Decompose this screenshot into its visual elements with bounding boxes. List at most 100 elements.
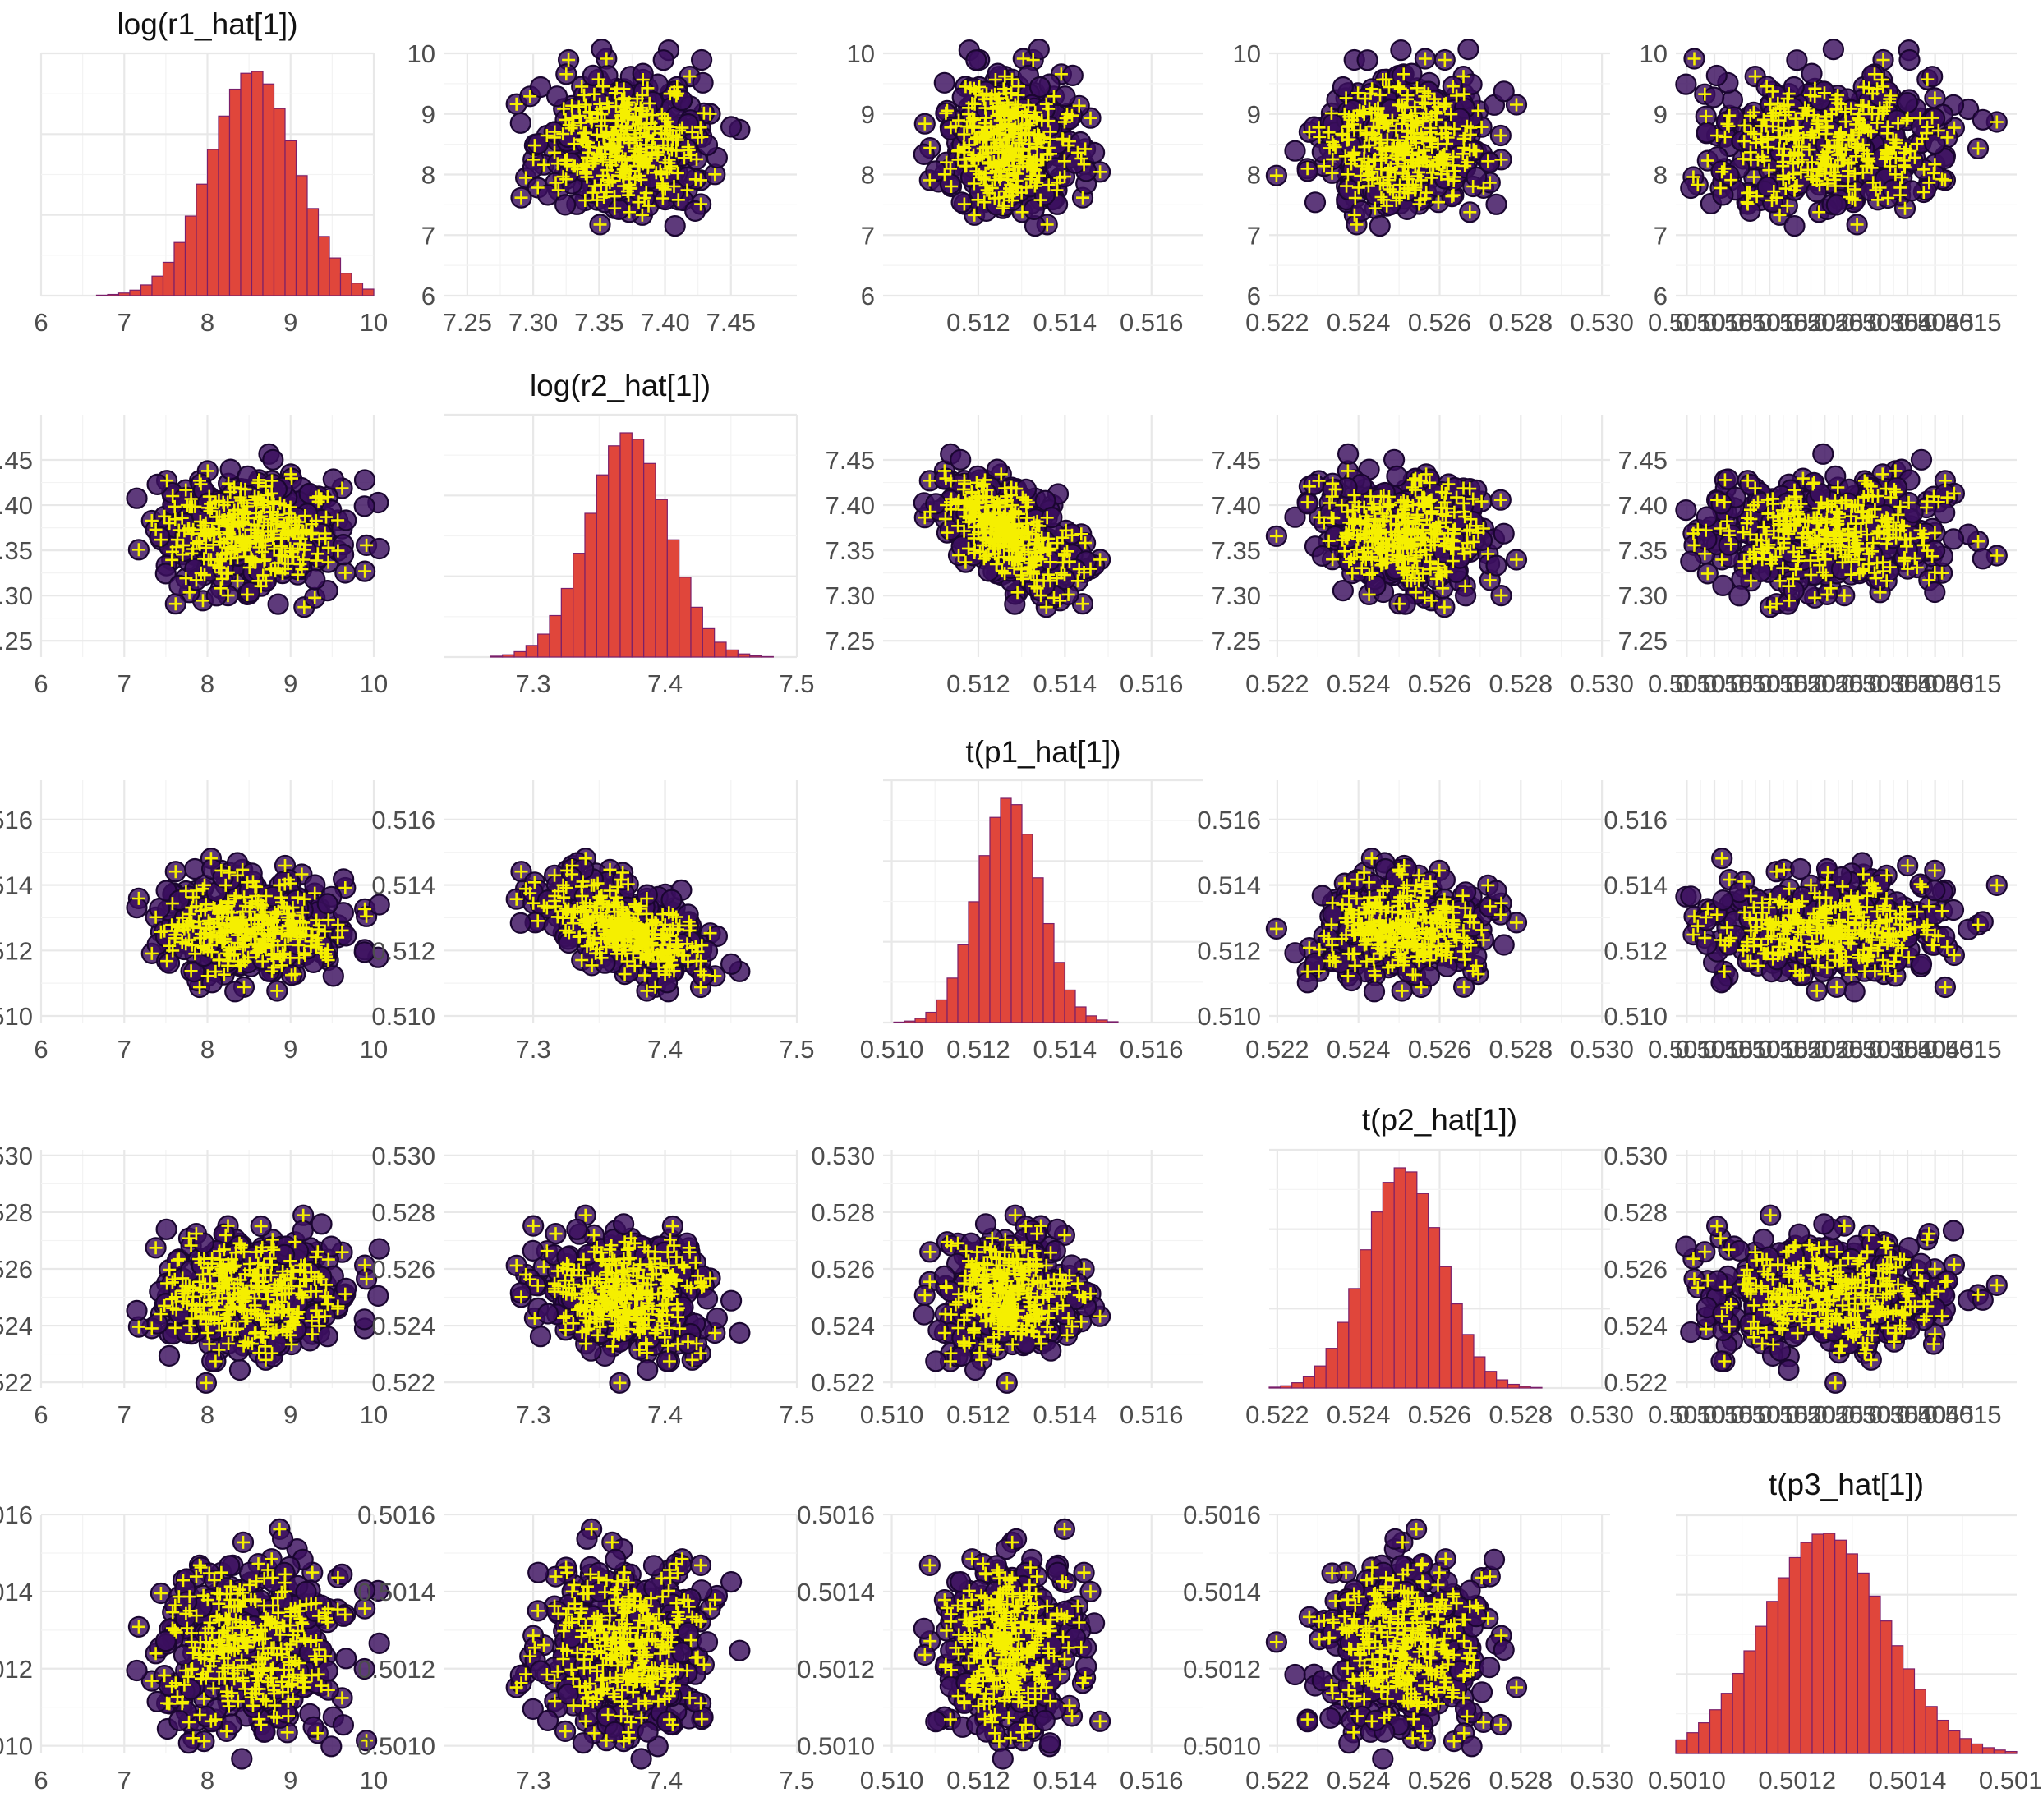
x-tick-label: 7.3 — [516, 669, 551, 698]
scatter-point — [1356, 49, 1378, 71]
scatter-point — [1322, 113, 1344, 136]
scatter-point — [1485, 193, 1507, 215]
scatter-point — [1901, 180, 1923, 202]
scatter-point — [1822, 38, 1844, 61]
scatter-point — [965, 49, 987, 71]
histogram-bar — [162, 261, 175, 296]
histogram-bar — [107, 293, 120, 296]
histogram-bar — [749, 655, 762, 658]
histogram-bar — [702, 627, 716, 658]
x-tick-label: 10 — [360, 308, 388, 337]
histogram-bar — [619, 432, 633, 658]
histogram-bar — [251, 71, 264, 296]
y-tick-label: 7.40 — [0, 491, 33, 520]
scatter-point — [1061, 64, 1084, 87]
y-tick-label: 9 — [1654, 100, 1668, 129]
histogram-bar — [317, 236, 330, 296]
scatter-point — [1493, 80, 1515, 103]
histogram-bar — [502, 654, 515, 658]
scatter-point — [1703, 86, 1725, 108]
histogram-bar — [714, 641, 727, 658]
histogram-bar — [537, 633, 550, 658]
scatter-point — [146, 473, 168, 496]
y-tick-label: 7 — [1247, 221, 1261, 250]
histogram-bar — [596, 474, 610, 658]
histogram-bar — [173, 241, 186, 296]
y-tick-label: 10 — [1640, 39, 1668, 68]
scatter-point — [1028, 76, 1051, 99]
scatter-point — [262, 448, 284, 471]
x-tick-label: 0.516 — [1120, 308, 1184, 337]
x-tick-label: 7.45 — [706, 308, 756, 337]
panel-title-r1: log(r1_hat[1]) — [117, 7, 297, 41]
histogram-bar — [490, 655, 504, 658]
x-tick-label: 7 — [117, 669, 131, 698]
histogram-bar — [608, 445, 621, 658]
scatter-point — [1972, 108, 1994, 131]
scatter-point — [1896, 91, 1918, 114]
scatter-point — [1675, 73, 1697, 95]
x-tick-label: 7.4 — [647, 669, 683, 698]
x-tick-label: 10 — [360, 669, 388, 698]
histogram-bar — [560, 587, 574, 658]
scatter-point — [1284, 140, 1306, 162]
histogram-bar — [737, 653, 751, 658]
histogram-bar — [525, 645, 539, 658]
x-tick-label: 6 — [34, 308, 48, 337]
histogram-bar — [513, 650, 527, 658]
y-tick-label: 10 — [1233, 39, 1261, 68]
histogram-bar — [351, 283, 364, 296]
scatter-point — [126, 487, 148, 509]
scatter-point — [582, 64, 605, 87]
y-tick-label: 7.45 — [826, 446, 875, 475]
scatter-point — [950, 191, 973, 214]
y-tick-label: 7.30 — [826, 581, 875, 610]
scatter-point — [322, 468, 344, 490]
scatter-point — [950, 448, 972, 471]
x-tick-label: 7.30 — [508, 308, 558, 337]
x-tick-label: 6 — [34, 669, 48, 698]
scatter-point — [1004, 593, 1026, 615]
y-tick-label: 6 — [861, 282, 875, 310]
x-tick-label: 0.526 — [1408, 308, 1472, 337]
histogram-bar — [240, 72, 253, 296]
x-tick-label: 0.530 — [1570, 308, 1634, 337]
histogram-bar — [666, 539, 680, 658]
histogram-bar — [573, 553, 586, 658]
x-tick-label: 7.5 — [779, 669, 814, 698]
scatter-point — [1696, 122, 1718, 144]
x-tick-label: 8 — [200, 308, 214, 337]
histogram-bar — [262, 83, 275, 296]
histogram-bar — [95, 294, 108, 296]
x-tick-label: 7.35 — [574, 308, 623, 337]
panel-r1-c1: log(r1_hat[1]) 6 7 8 9 10 — [34, 7, 388, 337]
histogram-bar — [117, 292, 131, 296]
histogram-bar — [679, 577, 692, 658]
y-tick-label: 6 — [1654, 282, 1668, 310]
y-tick-label: 7.35 — [826, 536, 875, 565]
y-tick-label: 9 — [861, 100, 875, 129]
scatter-point — [1332, 76, 1355, 99]
histogram-bar — [228, 88, 242, 296]
x-tick-label: 9 — [283, 308, 297, 337]
scatter-point — [1921, 66, 1944, 88]
panel-title-r2: log(r2_hat[1]) — [530, 369, 711, 402]
histogram-bar — [690, 606, 703, 658]
scatter-point — [720, 116, 743, 138]
scatter-point — [1783, 215, 1806, 237]
scatter-point — [509, 112, 531, 134]
histogram-bar — [361, 288, 375, 296]
histogram-bar — [129, 289, 142, 296]
y-tick-label: 6 — [421, 282, 435, 310]
x-tick-label: 7 — [117, 308, 131, 337]
y-tick-label: 7.30 — [0, 581, 33, 610]
scatter-point — [353, 495, 375, 517]
x-tick-label: 0.514 — [1033, 308, 1097, 337]
scatter-point — [690, 48, 713, 71]
histogram-bar — [339, 273, 352, 296]
y-tick-label: 7 — [861, 221, 875, 250]
histogram-bar — [643, 462, 656, 658]
scatter-point — [591, 38, 613, 61]
